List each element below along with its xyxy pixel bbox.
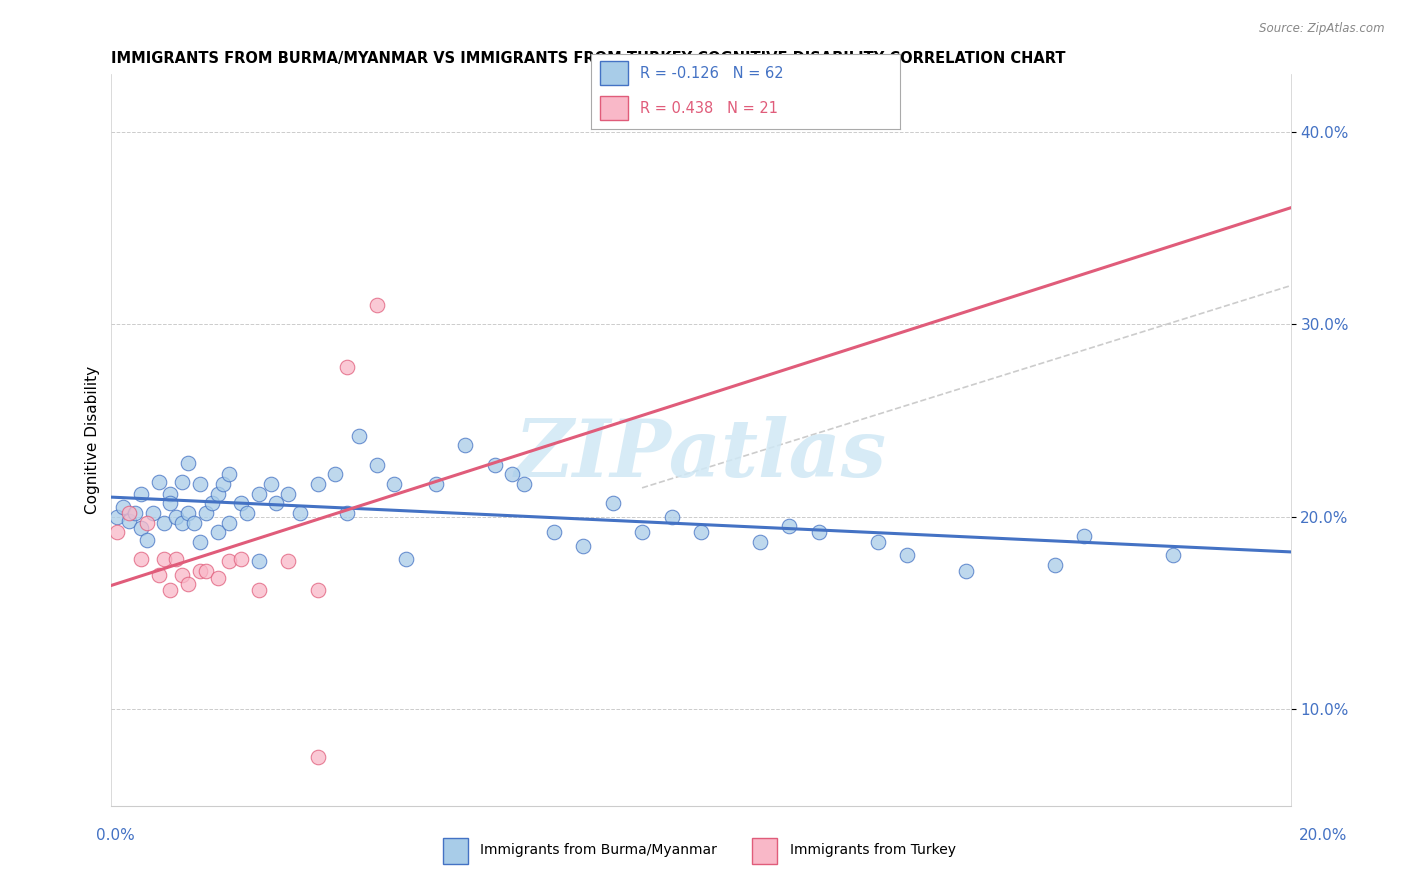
Point <box>124 506 146 520</box>
Point <box>336 506 359 520</box>
Point <box>212 477 235 491</box>
Point <box>236 506 259 520</box>
Text: Source: ZipAtlas.com: Source: ZipAtlas.com <box>1260 22 1385 36</box>
Text: R = 0.438   N = 21: R = 0.438 N = 21 <box>640 101 778 116</box>
Point <box>207 486 229 500</box>
Point <box>183 516 205 530</box>
Point <box>135 533 157 547</box>
Text: 20.0%: 20.0% <box>1299 828 1347 843</box>
Point <box>454 438 477 452</box>
Point <box>661 509 683 524</box>
Point <box>177 506 200 520</box>
Y-axis label: Cognitive Disability: Cognitive Disability <box>86 366 100 514</box>
Point <box>135 516 157 530</box>
Point <box>129 552 152 566</box>
Point <box>778 519 800 533</box>
Point <box>395 552 418 566</box>
FancyBboxPatch shape <box>443 838 468 863</box>
Point <box>105 509 128 524</box>
Point <box>484 458 506 472</box>
Point <box>277 554 299 568</box>
Point <box>307 750 329 764</box>
Point <box>159 582 181 597</box>
Point <box>229 552 252 566</box>
FancyBboxPatch shape <box>752 838 778 863</box>
Point <box>148 567 170 582</box>
FancyBboxPatch shape <box>600 62 627 86</box>
Point <box>259 477 281 491</box>
Point <box>159 496 181 510</box>
Text: ZIPatlas: ZIPatlas <box>515 416 887 493</box>
Point <box>347 429 370 443</box>
Point <box>955 564 977 578</box>
Point <box>513 477 536 491</box>
Point <box>247 554 270 568</box>
Point <box>366 458 388 472</box>
Point <box>172 567 194 582</box>
Point <box>118 506 141 520</box>
Point <box>118 514 141 528</box>
FancyBboxPatch shape <box>600 96 627 120</box>
Point <box>572 539 595 553</box>
Point <box>172 475 194 489</box>
Point <box>288 506 311 520</box>
Point <box>194 506 217 520</box>
Point <box>177 577 200 591</box>
Point <box>188 534 211 549</box>
Point <box>247 486 270 500</box>
Point <box>866 534 889 549</box>
Point <box>631 525 654 540</box>
Point <box>207 525 229 540</box>
Point <box>384 477 406 491</box>
Point <box>749 534 772 549</box>
Point <box>177 456 200 470</box>
Point <box>336 359 359 374</box>
Point <box>218 554 240 568</box>
Text: Immigrants from Burma/Myanmar: Immigrants from Burma/Myanmar <box>481 843 717 857</box>
Point <box>425 477 447 491</box>
Point <box>201 496 224 510</box>
Point <box>153 516 176 530</box>
Text: IMMIGRANTS FROM BURMA/MYANMAR VS IMMIGRANTS FROM TURKEY COGNITIVE DISABILITY COR: IMMIGRANTS FROM BURMA/MYANMAR VS IMMIGRA… <box>111 51 1066 66</box>
Point <box>105 525 128 540</box>
Point <box>602 496 624 510</box>
Point <box>807 525 830 540</box>
Point <box>207 571 229 585</box>
Point <box>129 521 152 535</box>
Point <box>307 477 329 491</box>
Point <box>148 475 170 489</box>
Point <box>543 525 565 540</box>
Point <box>1161 549 1184 563</box>
Point <box>194 564 217 578</box>
Point <box>129 486 152 500</box>
Point <box>159 486 181 500</box>
Point <box>277 486 299 500</box>
Point <box>896 549 918 563</box>
Point <box>229 496 252 510</box>
Point <box>218 516 240 530</box>
Point <box>366 298 388 312</box>
Text: R = -0.126   N = 62: R = -0.126 N = 62 <box>640 66 783 81</box>
Point <box>165 509 187 524</box>
Point <box>1073 529 1095 543</box>
Point <box>172 516 194 530</box>
Point <box>307 582 329 597</box>
Point <box>153 552 176 566</box>
Point <box>1043 558 1066 572</box>
Point <box>247 582 270 597</box>
Point <box>501 467 523 482</box>
Point <box>266 496 288 510</box>
Text: 0.0%: 0.0% <box>96 828 135 843</box>
Point <box>325 467 347 482</box>
Point <box>218 467 240 482</box>
Point <box>112 500 135 515</box>
Point <box>188 477 211 491</box>
Point <box>690 525 713 540</box>
Point <box>142 506 165 520</box>
Point <box>165 552 187 566</box>
Text: Immigrants from Turkey: Immigrants from Turkey <box>790 843 956 857</box>
Point <box>188 564 211 578</box>
